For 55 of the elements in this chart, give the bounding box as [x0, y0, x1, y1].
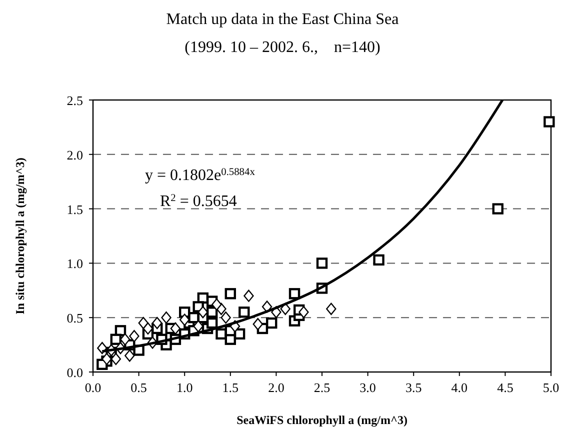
point	[206, 317, 218, 329]
point	[124, 350, 135, 362]
point	[298, 306, 309, 318]
point	[129, 330, 140, 342]
point	[120, 333, 130, 346]
point	[180, 314, 190, 326]
x-tick-label: 5.0	[542, 380, 560, 395]
annotation: y = 0.1802e$^{0.5884x}$	[145, 166, 256, 184]
point	[220, 312, 231, 324]
point	[288, 288, 300, 300]
point	[492, 203, 504, 214]
point	[97, 342, 108, 354]
point	[102, 352, 112, 366]
x-tick-label: 2.5	[314, 380, 330, 395]
point	[326, 302, 336, 315]
point	[373, 254, 384, 266]
y-tick-label: 1.5	[66, 202, 83, 217]
point	[152, 316, 162, 330]
point	[161, 312, 172, 324]
annotation: R$^{2}$ = 0.5654	[160, 192, 237, 210]
point	[244, 290, 254, 302]
y-tick-label: 2.5	[66, 93, 83, 108]
point	[224, 288, 236, 300]
y-tick-label: 0.5	[66, 310, 83, 326]
point	[206, 306, 218, 318]
point	[262, 300, 272, 313]
point	[280, 302, 290, 315]
point	[212, 298, 222, 311]
x-tick-label: 4.5	[497, 380, 514, 395]
x-tick-label: 3.5	[405, 380, 422, 395]
x-tick-label: 0.0	[84, 380, 102, 395]
y-tick-label: 2.0	[66, 147, 83, 162]
x-tick-label: 3.0	[360, 380, 376, 395]
x-tick-label: 1.5	[222, 380, 239, 395]
x-tick-label: 2.0	[268, 380, 284, 395]
point	[110, 334, 122, 345]
x-tick-label: 4.0	[451, 380, 468, 395]
point	[266, 317, 278, 329]
point	[142, 322, 154, 335]
point	[110, 352, 121, 366]
point	[544, 116, 555, 128]
y-tick-label: 0.0	[66, 365, 83, 380]
chart-subtitle: (1999. 10 – 2002. 6., n=140)	[184, 39, 380, 56]
y-tick-label: 1.0	[66, 256, 83, 272]
x-tick-label: 0.5	[130, 380, 147, 395]
x-axis-title: SeaWiFS chlorophyll a (mg/m^3)	[236, 413, 408, 427]
point	[252, 318, 263, 330]
point	[316, 258, 328, 269]
point	[193, 320, 204, 332]
x-tick-label: 1.0	[176, 380, 193, 395]
point	[170, 322, 181, 335]
point	[198, 306, 208, 318]
point	[238, 306, 250, 318]
chart-title: Match up data in the East China Sea	[166, 11, 399, 28]
y-axis-title: In situ chlorophyll a (mg/m^3)	[13, 158, 27, 314]
